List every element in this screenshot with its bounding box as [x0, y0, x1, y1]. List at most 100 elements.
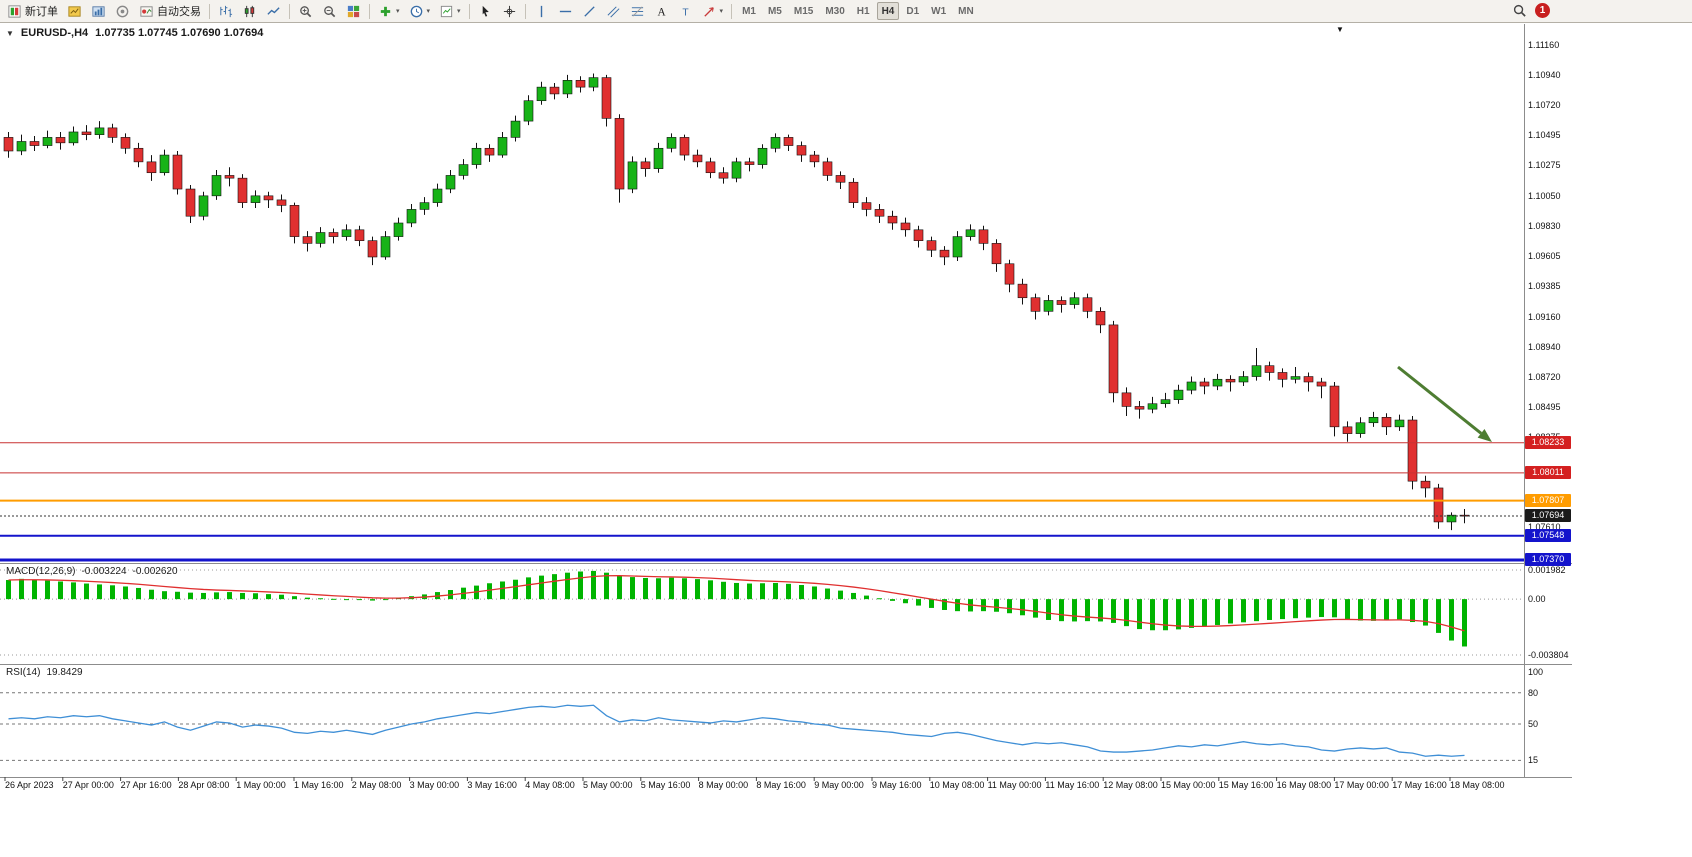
toolbar-separator — [731, 3, 733, 19]
templates-button[interactable]: ▾ — [435, 1, 465, 21]
fibonacci-icon — [631, 5, 643, 17]
sound-button[interactable] — [111, 1, 134, 21]
svg-text:A: A — [657, 6, 666, 18]
new-order-label: 新订单 — [25, 6, 58, 18]
time-axis-label: 5 May 16:00 — [640, 780, 691, 790]
channel-icon — [607, 5, 620, 17]
bar-chart-icon — [220, 5, 233, 17]
window-menu-icon[interactable]: ▼ — [6, 28, 14, 38]
rsi-panel-label: RSI(14) 19.8429 — [6, 667, 83, 678]
toolbar-right-group: 1 — [1512, 3, 1550, 18]
new-order-button[interactable]: 新订单 — [3, 1, 62, 21]
time-axis-label: 3 May 00:00 — [409, 780, 460, 790]
price-axis-label: 1.08495 — [1528, 402, 1561, 413]
time-axis-label: 27 Apr 16:00 — [120, 780, 172, 790]
rsi-group — [0, 692, 1524, 761]
search-icon[interactable] — [1512, 3, 1527, 18]
timeframe-MN[interactable]: MN — [953, 2, 979, 20]
trendline-icon — [583, 5, 595, 17]
time-axis-label: 9 May 00:00 — [814, 780, 864, 790]
timeframe-M1[interactable]: M1 — [737, 2, 761, 20]
text-button[interactable]: A — [650, 1, 673, 21]
rsi-name: RSI(14) — [6, 667, 41, 678]
label-icon: T — [682, 7, 689, 18]
auto-trading-button[interactable]: 自动交易 — [135, 1, 205, 21]
levels-group — [0, 442, 1524, 562]
timeframe-H1[interactable]: H1 — [852, 2, 875, 20]
rsi-axis-label: 100 — [1528, 667, 1544, 677]
chart-shift-marker[interactable]: ▼ — [1336, 25, 1344, 34]
toolbar-separator — [468, 3, 470, 19]
price-level-badge: 1.07694 — [1525, 509, 1571, 523]
zoom-in-icon — [300, 5, 312, 17]
timeframe-D1[interactable]: D1 — [901, 2, 924, 20]
macd-name: MACD(12,26,9) — [6, 566, 76, 577]
text-icon: A — [657, 6, 666, 18]
tile-windows-button[interactable] — [342, 1, 365, 21]
macd-signal-value: -0.002620 — [132, 566, 178, 577]
time-axis: 26 Apr 2023 27 Apr 00:00 27 Apr 16:00 28 Ap… — [5, 780, 1505, 790]
chart-window-icon — [92, 5, 105, 17]
horizontal-line-button[interactable] — [554, 1, 577, 21]
indicators-button[interactable]: ▾ — [374, 1, 404, 21]
toolbar-separator — [209, 3, 210, 19]
price-axis-label: 1.09160 — [1528, 311, 1561, 322]
line-chart-button[interactable] — [262, 1, 285, 21]
price-axis-label: 1.09605 — [1528, 251, 1561, 262]
cursor-button[interactable] — [474, 1, 497, 21]
timeframe-M15[interactable]: M15 — [789, 2, 818, 20]
price-level-badge: 1.07370 — [1525, 553, 1571, 567]
fibonacci-button[interactable] — [626, 1, 649, 21]
shapes-button[interactable]: ▾ — [698, 1, 728, 21]
cursor-icon — [482, 5, 489, 17]
price-axis-label: 1.08720 — [1528, 371, 1561, 382]
timeframe-M30[interactable]: M30 — [820, 2, 849, 20]
timeframe-W1[interactable]: W1 — [926, 2, 951, 20]
candlestick-chart-button[interactable] — [238, 1, 261, 21]
crosshair-button[interactable] — [498, 1, 521, 21]
price-axis-label: 1.09385 — [1528, 281, 1561, 292]
price-axis-label: 1.10275 — [1528, 160, 1561, 171]
time-axis-label: 9 May 16:00 — [872, 780, 922, 790]
price-axis-label: 1.10720 — [1528, 99, 1561, 110]
price-level-badge: 1.08011 — [1525, 466, 1571, 480]
timeframe-M5[interactable]: M5 — [763, 2, 787, 20]
zoom-in-button[interactable] — [294, 1, 317, 21]
horizontal-line-icon — [559, 10, 571, 12]
time-axis-label: 11 May 00:00 — [987, 780, 1042, 790]
chart-title: ▼ EURUSD-,H4 1.07735 1.07745 1.07690 1.0… — [6, 27, 263, 39]
price-axis: 1.11160 1.10940 1.10720 1.10495 1.10275 1.100… — [1524, 0, 1594, 800]
bar-chart-button[interactable] — [214, 1, 237, 21]
crosshair-icon — [503, 5, 515, 17]
price-axis-label: 1.10495 — [1528, 130, 1561, 141]
price-axis-label: 1.11160 — [1528, 40, 1560, 50]
periods-button[interactable]: ▾ — [405, 1, 435, 21]
toolbar-separator — [289, 3, 290, 19]
time-axis-label: 1 May 16:00 — [294, 780, 344, 790]
time-axis-label: 28 Apr 08:00 — [178, 780, 230, 790]
time-axis-label: 11 May 16:00 — [1045, 780, 1100, 790]
market-watch-button[interactable] — [63, 1, 86, 21]
zoom-out-icon — [324, 5, 336, 17]
timeframe-H4[interactable]: H4 — [876, 2, 900, 20]
zoom-out-button[interactable] — [318, 1, 341, 21]
time-axis-label: 10 May 08:00 — [929, 780, 985, 790]
time-axis-label: 2 May 08:00 — [351, 780, 402, 790]
templates-icon — [440, 5, 453, 17]
chevron-down-icon: ▾ — [426, 7, 431, 15]
chart-ohlc-values: 1.07735 1.07745 1.07690 1.07694 — [95, 27, 264, 39]
tile-windows-icon — [347, 5, 360, 17]
trendline-button[interactable] — [578, 1, 601, 21]
periods-icon — [410, 5, 422, 17]
vertical-line-button[interactable] — [530, 1, 553, 21]
macd-axis-label: 0.00 — [1528, 594, 1546, 605]
notification-badge[interactable]: 1 — [1535, 3, 1550, 18]
toolbar: 新订单 自动交易 ▾ ▾ ▾ — [0, 0, 1692, 23]
toolbar-separator — [524, 3, 526, 19]
label-button[interactable]: T — [674, 1, 697, 21]
channel-button[interactable] — [602, 1, 625, 21]
price-level-badge: 1.08233 — [1525, 436, 1571, 450]
chart-window-button[interactable] — [87, 1, 110, 21]
rsi-axis-label: 80 — [1528, 687, 1539, 698]
